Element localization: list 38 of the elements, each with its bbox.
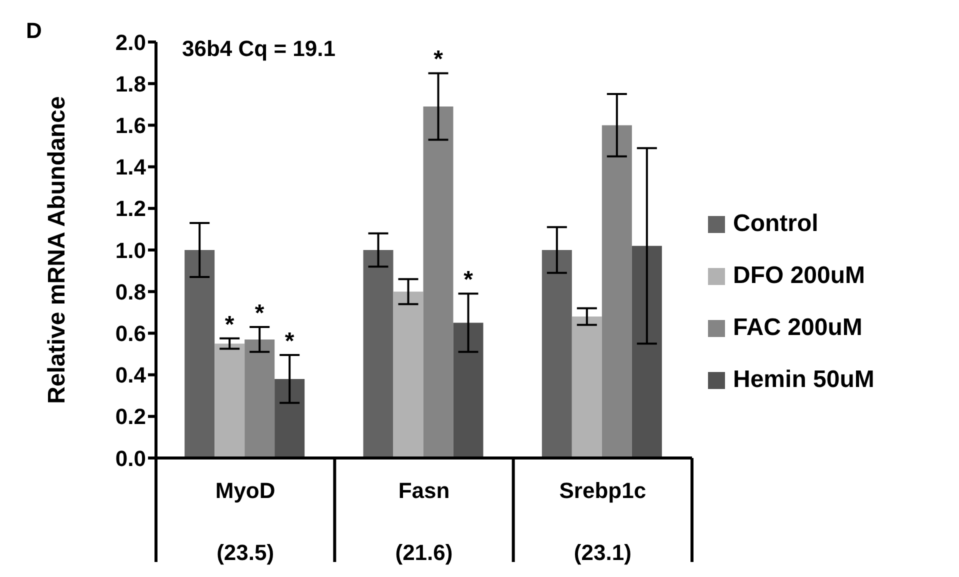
y-axis-title: Relative mRNA Abundance <box>44 96 71 404</box>
data-label: * <box>224 311 235 338</box>
annotation: 36b4 Cq = 19.1 <box>182 36 336 61</box>
data-label: * <box>284 328 295 356</box>
y-tick-label: 0.8 <box>115 279 146 304</box>
y-tick-label: 0.2 <box>115 404 146 430</box>
y-tick-label: 1.8 <box>115 71 146 96</box>
y-tick-label: 0.4 <box>115 362 147 388</box>
bar <box>542 250 572 458</box>
bar <box>602 125 632 458</box>
bar <box>453 322 484 458</box>
y-tick-label: 1.2 <box>115 196 146 222</box>
legend-label: Control <box>733 210 818 238</box>
y-tick-label: 0.0 <box>115 446 146 471</box>
legend-label: DFO 200uM <box>733 262 866 290</box>
data-label: * <box>434 46 444 74</box>
legend-label: FAC 200uM <box>733 314 862 342</box>
bar <box>274 378 305 458</box>
bar <box>184 250 215 458</box>
category-label: Srebp1c (23.1) <box>559 478 646 565</box>
category-label: MyoD (23.5) <box>215 478 276 565</box>
bar <box>572 316 602 458</box>
data-label: * <box>464 266 474 294</box>
data-label: * <box>254 300 265 327</box>
y-tick-label: 1.0 <box>115 238 146 263</box>
bar <box>214 344 245 458</box>
legend-label: Hemin 50uM <box>733 366 874 394</box>
y-tick-label: 1.4 <box>115 154 147 180</box>
bar <box>632 246 662 458</box>
bar <box>363 250 394 458</box>
bar <box>393 292 424 458</box>
y-tick-label: 0.6 <box>115 321 146 346</box>
category-label: Fasn (21.6) <box>395 478 453 565</box>
bar <box>423 106 454 458</box>
y-tick-label: 2.0 <box>115 30 146 55</box>
y-tick-label: 1.6 <box>115 113 146 138</box>
text: D <box>26 18 42 43</box>
bar <box>244 339 275 458</box>
